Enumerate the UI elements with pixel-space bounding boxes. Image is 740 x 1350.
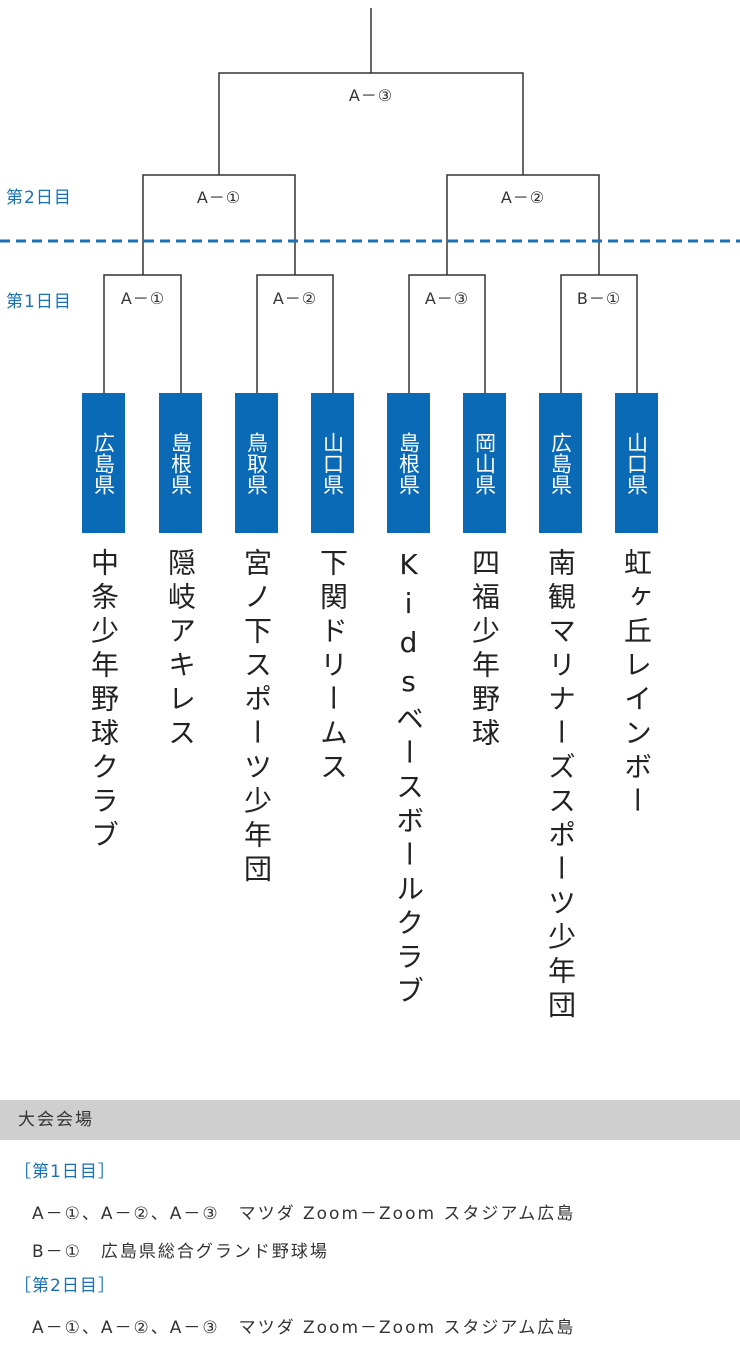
prefecture-badge: 鳥取県: [235, 393, 278, 533]
prefecture-badge: 島根県: [387, 393, 430, 533]
prefecture-badge: 広島県: [82, 393, 125, 533]
team-name: 四福少年野球: [468, 548, 501, 752]
day2-bracket-1: [142, 174, 296, 275]
day1-bracket-2: [256, 274, 334, 393]
team-name: Kidsベースボールクラブ: [392, 548, 425, 1010]
venue-day1-heading: ［第1日目］: [14, 1162, 116, 1182]
prefecture-badge: 広島県: [539, 393, 582, 533]
day1-bracket-4: [560, 274, 638, 393]
venue-day2-line1: A－①、A－②、A－③ マツダ Zoom－Zoom スタジアム広島: [32, 1318, 576, 1338]
final-bracket: [218, 72, 524, 175]
venue-day1-line2: B－① 広島県総合グランド野球場: [32, 1242, 329, 1262]
venue-day1-line1: A－①、A－②、A－③ マツダ Zoom－Zoom スタジアム広島: [32, 1204, 576, 1224]
venue-day2-heading: ［第2日目］: [14, 1276, 116, 1296]
team-name: 虹ヶ丘レインボー: [620, 548, 653, 820]
day2-label: 第2日目: [6, 188, 72, 208]
day1-label: 第1日目: [6, 292, 72, 312]
prefecture-badge: 島根県: [159, 393, 202, 533]
prefecture-label: 山口県: [320, 431, 345, 495]
team-name: 下関ドリームス: [316, 548, 349, 786]
prefecture-label: 島根県: [168, 431, 193, 495]
prefecture-badge: 山口県: [311, 393, 354, 533]
prefecture-badge: 山口県: [615, 393, 658, 533]
prefecture-label: 島根県: [396, 431, 421, 495]
match-label-day1-1: A－①: [116, 285, 170, 309]
team-name: 隠岐アキレス: [164, 548, 197, 752]
day2-bracket-2: [446, 174, 600, 275]
venue-header: 大会会場: [0, 1100, 740, 1140]
prefecture-label: 山口県: [624, 431, 649, 495]
team-name: 南観マリナーズスポーツ少年団: [544, 548, 577, 1024]
prefecture-label: 広島県: [548, 431, 573, 495]
day1-bracket-1: [103, 274, 182, 393]
match-label-final: A－③: [344, 82, 398, 106]
bracket-lines: [0, 8, 740, 393]
prefecture-label: 岡山県: [472, 431, 497, 495]
prefecture-label: 鳥取県: [244, 431, 269, 495]
match-label-day1-3: A－③: [420, 285, 474, 309]
tournament-bracket: 第2日目 第1日目 A－③ A－① A－② A－① A－② A－③ B－① 広島…: [0, 8, 740, 1024]
prefecture-label: 広島県: [91, 431, 116, 495]
team-name: 宮ノ下スポーツ少年団: [240, 548, 273, 888]
match-label-day1-2: A－②: [268, 285, 322, 309]
match-label-day1-4: B－①: [572, 285, 626, 309]
match-label-day2-1: A－①: [192, 184, 246, 208]
team-name: 中条少年野球クラブ: [87, 548, 120, 854]
match-label-day2-2: A－②: [496, 184, 550, 208]
day1-bracket-3: [408, 274, 486, 393]
prefecture-badge: 岡山県: [463, 393, 506, 533]
